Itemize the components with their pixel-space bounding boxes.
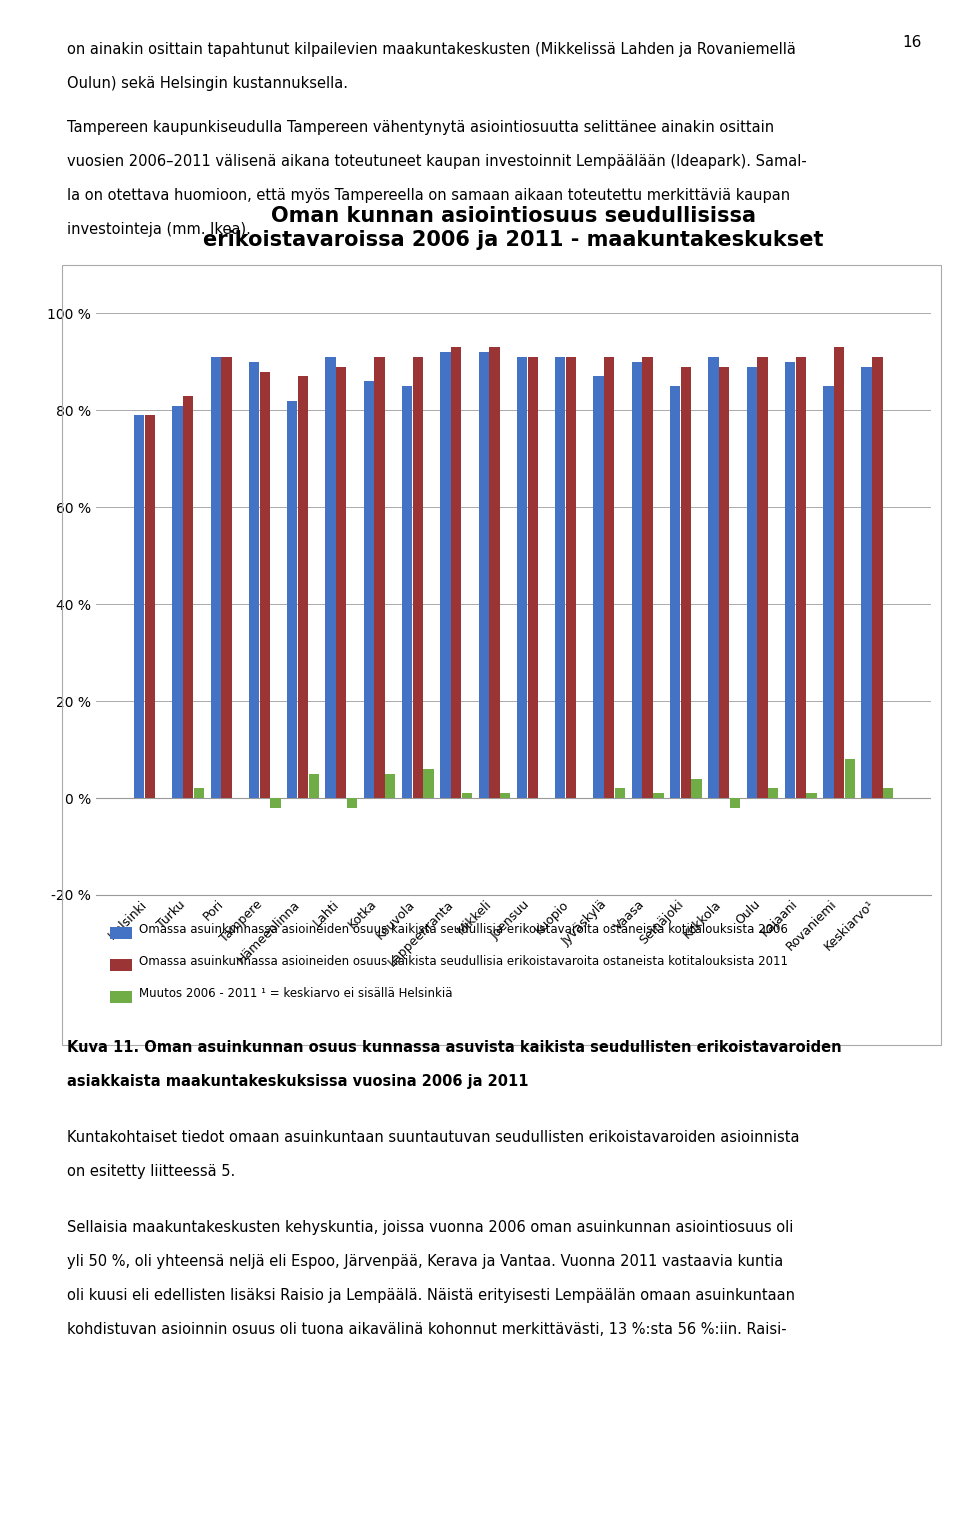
- Bar: [528, 357, 538, 798]
- Text: Omassa asuinkunnassa asioineiden osuus kaikista seudullisia erikoistavaroita ost: Omassa asuinkunnassa asioineiden osuus k…: [139, 955, 788, 969]
- Bar: [210, 357, 221, 798]
- Bar: [883, 788, 893, 798]
- Text: Muutos 2006 - 2011 ¹ = keskiarvo ei sisällä Helsinkiä: Muutos 2006 - 2011 ¹ = keskiarvo ei sisä…: [139, 987, 453, 1000]
- Bar: [287, 401, 298, 798]
- Bar: [145, 415, 155, 798]
- Bar: [653, 793, 663, 798]
- Bar: [757, 357, 768, 798]
- Bar: [308, 773, 319, 798]
- Text: Tampereen kaupunkiseudulla Tampereen vähentynytä asiointiosuutta selittänee aina: Tampereen kaupunkiseudulla Tampereen väh…: [67, 119, 775, 135]
- Text: Kuva 11. Oman asuinkunnan osuus kunnassa asuvista kaikista seudullisten erikoist: Kuva 11. Oman asuinkunnan osuus kunnassa…: [67, 1040, 842, 1055]
- Bar: [259, 372, 270, 798]
- Bar: [172, 406, 182, 798]
- Bar: [364, 381, 374, 798]
- Bar: [194, 788, 204, 798]
- Bar: [691, 779, 702, 798]
- Text: Kuntakohtaiset tiedot omaan asuinkuntaan suuntautuvan seudullisten erikoistavaro: Kuntakohtaiset tiedot omaan asuinkuntaan…: [67, 1130, 800, 1145]
- Bar: [298, 377, 308, 798]
- Bar: [271, 798, 280, 808]
- Bar: [565, 357, 576, 798]
- Bar: [402, 386, 413, 798]
- Text: la on otettava huomioon, että myös Tampereella on samaan aikaan toteutettu merki: la on otettava huomioon, että myös Tampe…: [67, 188, 790, 204]
- Bar: [768, 788, 779, 798]
- Bar: [325, 357, 336, 798]
- Text: Oulun) sekä Helsingin kustannuksella.: Oulun) sekä Helsingin kustannuksella.: [67, 77, 348, 90]
- Bar: [719, 367, 730, 798]
- Bar: [413, 357, 423, 798]
- Text: on esitetty liitteessä 5.: on esitetty liitteessä 5.: [67, 1164, 235, 1179]
- Bar: [183, 397, 193, 798]
- Bar: [823, 386, 833, 798]
- Bar: [806, 793, 817, 798]
- Bar: [500, 793, 511, 798]
- Text: Sellaisia maakuntakeskusten kehyskuntia, joissa vuonna 2006 oman asuinkunnan asi: Sellaisia maakuntakeskusten kehyskuntia,…: [67, 1220, 794, 1236]
- Bar: [249, 361, 259, 798]
- Text: vuosien 2006–2011 välisenä aikana toteutuneet kaupan investoinnit Lempäälään (Id: vuosien 2006–2011 välisenä aikana toteut…: [67, 155, 807, 168]
- Bar: [642, 357, 653, 798]
- Text: 16: 16: [902, 35, 922, 51]
- Bar: [490, 348, 499, 798]
- Bar: [462, 793, 472, 798]
- Text: on ainakin osittain tapahtunut kilpailevien maakuntakeskusten (Mikkelissä Lahden: on ainakin osittain tapahtunut kilpailev…: [67, 41, 796, 57]
- Bar: [593, 377, 604, 798]
- Text: yli 50 %, oli yhteensä neljä eli Espoo, Järvenpää, Kerava ja Vantaa. Vuonna 2011: yli 50 %, oli yhteensä neljä eli Espoo, …: [67, 1254, 783, 1269]
- Bar: [336, 367, 347, 798]
- Bar: [873, 357, 882, 798]
- Bar: [347, 798, 357, 808]
- Bar: [555, 357, 565, 798]
- Text: asiakkaista maakuntakeskuksissa vuosina 2006 ja 2011: asiakkaista maakuntakeskuksissa vuosina …: [67, 1075, 529, 1089]
- Bar: [221, 357, 231, 798]
- Bar: [681, 367, 691, 798]
- Bar: [785, 361, 795, 798]
- Bar: [604, 357, 614, 798]
- Bar: [516, 357, 527, 798]
- Bar: [423, 769, 434, 798]
- Title: Oman kunnan asiointiosuus seudullisissa
erikoistavaroissa 2006 ja 2011 - maakunt: Oman kunnan asiointiosuus seudullisissa …: [204, 207, 824, 250]
- Bar: [708, 357, 719, 798]
- Bar: [614, 788, 625, 798]
- Bar: [670, 386, 681, 798]
- Text: kohdistuvan asioinnin osuus oli tuona aikavälinä kohonnut merkittävästi, 13 %:st: kohdistuvan asioinnin osuus oli tuona ai…: [67, 1321, 787, 1337]
- Bar: [134, 415, 144, 798]
- Bar: [374, 357, 385, 798]
- Text: Omassa asuinkunnassa asioineiden osuus kaikista seudullisia erikoistavaroita ost: Omassa asuinkunnassa asioineiden osuus k…: [139, 923, 788, 937]
- Bar: [796, 357, 806, 798]
- Bar: [730, 798, 740, 808]
- Bar: [834, 348, 844, 798]
- Bar: [747, 367, 756, 798]
- Bar: [441, 352, 450, 798]
- Text: oli kuusi eli edellisten lisäksi Raisio ja Lempäälä. Näistä erityisesti Lempäälä: oli kuusi eli edellisten lisäksi Raisio …: [67, 1288, 795, 1303]
- Bar: [632, 361, 642, 798]
- Bar: [845, 759, 855, 798]
- Bar: [479, 352, 489, 798]
- Bar: [861, 367, 872, 798]
- Text: investointeja (mm. Ikea).: investointeja (mm. Ikea).: [67, 222, 252, 237]
- Bar: [385, 773, 396, 798]
- Bar: [451, 348, 462, 798]
